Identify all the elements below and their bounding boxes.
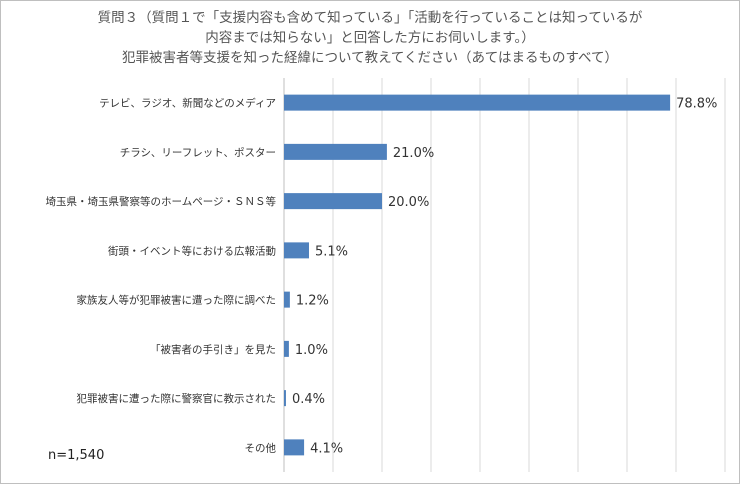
category-label: 犯罪被害に遭った際に警察官に教示された bbox=[77, 392, 277, 405]
category-label: その他 bbox=[245, 441, 277, 454]
category-label: 埼玉県・埼玉県警察等のホームページ・ＳＮＳ等 bbox=[46, 195, 277, 208]
category-label: 「被害者の手引き」を見た bbox=[150, 343, 276, 356]
bar bbox=[284, 439, 305, 456]
bar bbox=[284, 291, 290, 308]
category-label: チラシ、リーフレット、ポスター bbox=[120, 147, 276, 159]
data-label: 4.1% bbox=[310, 441, 343, 456]
category-labels: テレビ、ラジオ、新聞などのメディアチラシ、リーフレット、ポスター埼玉県・埼玉県警… bbox=[46, 97, 277, 455]
title-line-2: 内容までは知らない」と回答した方にお伺いします。） bbox=[205, 30, 535, 46]
sample-size-note: n=1,540 bbox=[48, 448, 105, 463]
bar bbox=[284, 390, 286, 407]
data-label: 5.1% bbox=[315, 244, 348, 259]
category-label: 家族友人等が犯罪被害に遭った際に調べた bbox=[77, 294, 277, 307]
data-label: 1.0% bbox=[295, 343, 328, 358]
data-label: 1.2% bbox=[296, 294, 329, 309]
bars bbox=[284, 94, 671, 456]
data-label: 0.4% bbox=[292, 392, 325, 407]
data-label: 78.8% bbox=[676, 97, 717, 112]
bar bbox=[284, 242, 309, 259]
chart-title: 質問３（質問１で「支援内容も含めて知っている」「活動を行っていることは知っている… bbox=[20, 8, 720, 68]
title-line-1: 質問３（質問１で「支援内容も含めて知っている」「活動を行っていることは知っている… bbox=[97, 10, 643, 26]
data-labels: 78.8% 21.0% 20.0% 5.1% 1.2% 1.0% 0.4% 4.1% bbox=[292, 97, 717, 457]
bar bbox=[284, 143, 387, 160]
title-line-3: 犯罪被害者等支援を知った経緯について教えてください（あてはまるものすべて） bbox=[122, 50, 618, 66]
bar bbox=[284, 193, 382, 210]
category-label: テレビ、ラジオ、新聞などのメディア bbox=[99, 97, 276, 110]
grid-lines bbox=[283, 78, 726, 472]
bar bbox=[284, 340, 289, 357]
data-label: 20.0% bbox=[388, 195, 429, 210]
bar bbox=[284, 94, 671, 111]
data-label: 21.0% bbox=[393, 146, 434, 161]
category-label: 街頭・イベント等における広報活動 bbox=[108, 244, 276, 257]
